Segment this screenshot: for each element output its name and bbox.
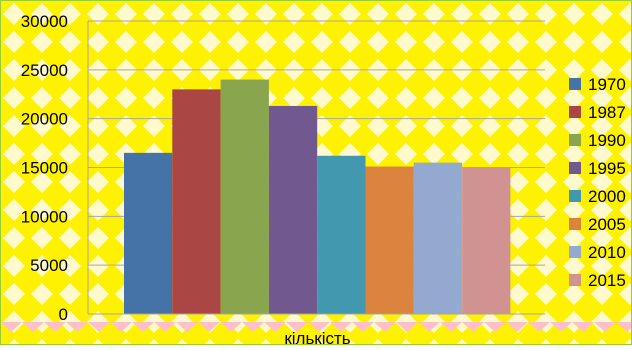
legend-label-2010: 2010 <box>588 243 626 262</box>
bar-1995 <box>268 105 318 314</box>
bar-2015 <box>462 167 511 314</box>
legend-swatch-2000 <box>569 190 581 202</box>
legend-label-2005: 2005 <box>588 215 626 234</box>
bar-2005 <box>365 166 414 314</box>
legend-swatch-2005 <box>569 218 581 230</box>
legend-label-1995: 1995 <box>588 159 626 178</box>
legend-swatch-1990 <box>569 134 581 146</box>
legend: 1970 1987 1990 1995 2000 2005 2010 2015 <box>569 75 626 290</box>
y-tick-label: 5000 <box>30 256 68 275</box>
legend-swatch-2015 <box>569 274 581 286</box>
bars <box>124 79 511 314</box>
y-tick-label: 30000 <box>21 12 68 31</box>
axes: 0 5000 10000 15000 20000 25000 30000 кількість <box>21 12 545 348</box>
y-tick-label: 25000 <box>21 61 68 80</box>
bar-2000 <box>317 155 366 314</box>
bar-2010 <box>413 162 463 314</box>
y-tick-label: 10000 <box>21 207 68 226</box>
legend-swatch-1970 <box>569 78 581 90</box>
bar-1987 <box>172 89 221 314</box>
y-tick-label: 20000 <box>21 110 68 129</box>
legend-swatch-2010 <box>569 246 581 258</box>
legend-label-1970: 1970 <box>588 75 626 94</box>
bar-1990 <box>220 79 269 314</box>
bar-1970 <box>124 152 173 314</box>
legend-label-2015: 2015 <box>588 271 626 290</box>
legend-label-2000: 2000 <box>588 187 626 206</box>
x-category-label: кількість <box>284 329 350 345</box>
legend-swatch-1987 <box>569 106 581 118</box>
y-tick-label: 15000 <box>21 159 68 178</box>
legend-swatch-1995 <box>569 162 581 174</box>
legend-label-1987: 1987 <box>588 103 626 122</box>
bottom-pattern-band <box>0 322 632 336</box>
legend-label-1990: 1990 <box>588 131 626 150</box>
y-tick-label: 0 <box>59 305 68 324</box>
